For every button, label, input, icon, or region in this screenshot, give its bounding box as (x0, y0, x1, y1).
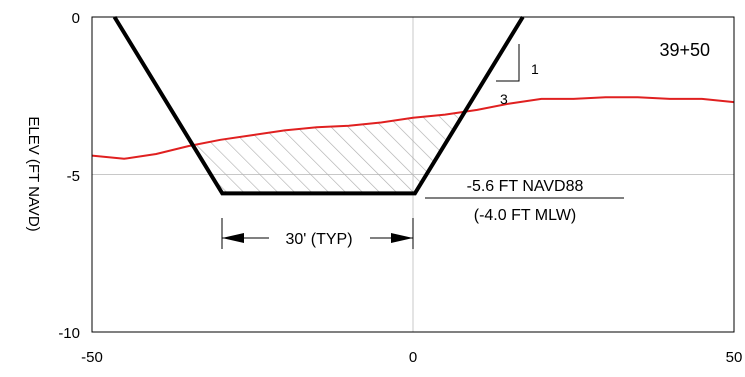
depth-label-navd88: -5.6 FT NAVD88 (467, 178, 584, 195)
depth-label-mlw: (-4.0 FT MLW) (474, 207, 577, 224)
x-tick-label-0: 0 (409, 349, 417, 366)
dimension-arrow-right (391, 233, 413, 243)
bottom-width-label: 30' (TYP) (285, 231, 352, 248)
existing-grade-line (92, 96, 734, 160)
x-tick-label-neg50: -50 (81, 349, 103, 366)
slope-run-label: 3 (500, 91, 508, 107)
design-channel-section (112, 15, 525, 196)
y-tick-label-0: 0 (72, 10, 80, 27)
y-axis-label: ELEV (FT NAVD) (25, 116, 42, 231)
y-tick-label-neg5: -5 (67, 168, 80, 185)
slope-indicator (496, 44, 520, 82)
plot-frame (91, 16, 735, 333)
station-label: 39+50 (659, 40, 710, 60)
slope-rise-label: 1 (531, 61, 539, 77)
cut-area-hatch (192, 111, 465, 194)
dimension-arrow-left (222, 233, 244, 243)
y-tick-label-neg10: -10 (58, 325, 80, 342)
x-tick-label-50: 50 (726, 349, 743, 366)
